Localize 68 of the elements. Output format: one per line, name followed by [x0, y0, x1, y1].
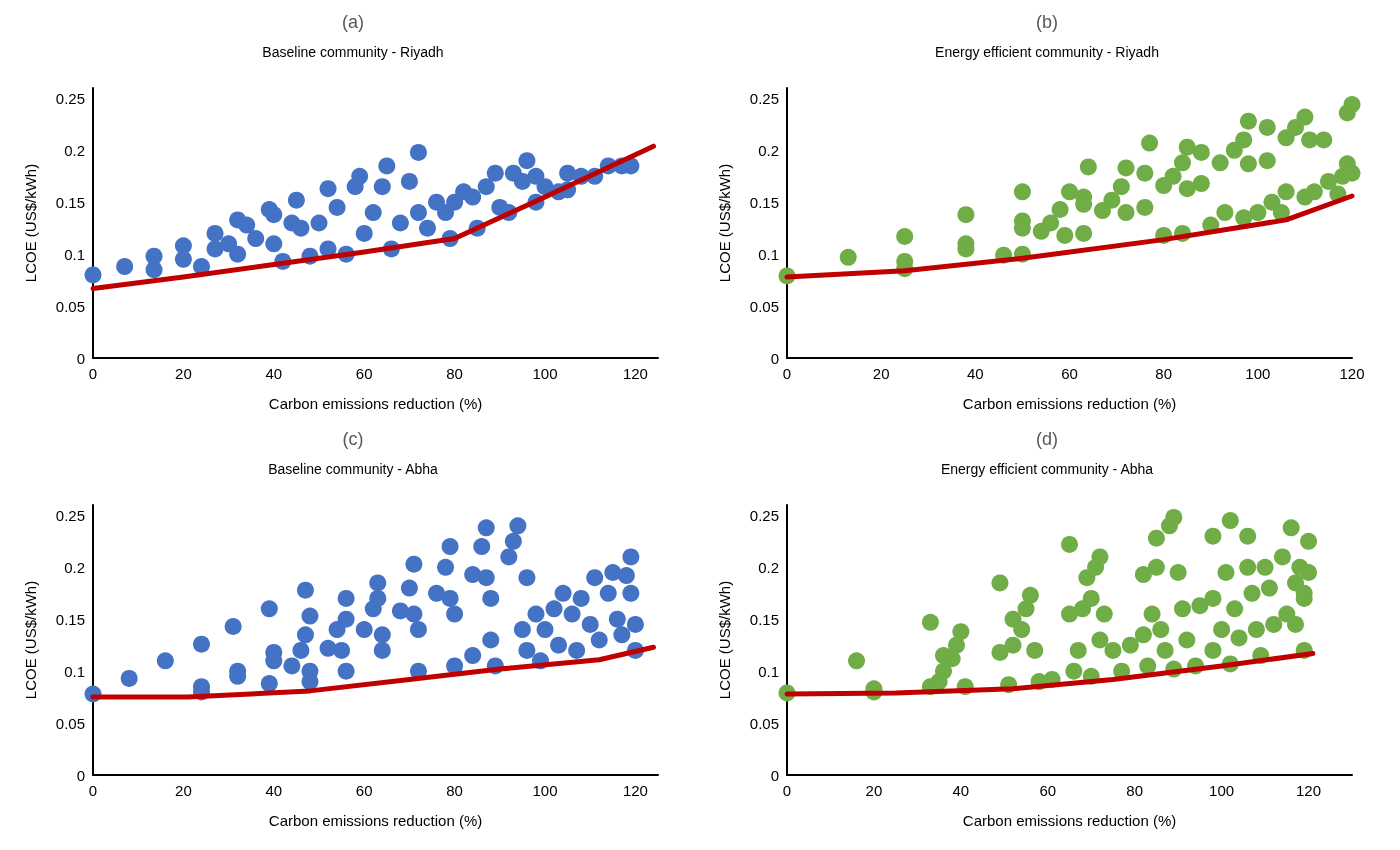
x-tick-label: 100 [532, 365, 558, 382]
y-tick-label: 0.1 [758, 245, 779, 263]
x-tick-label: 40 [952, 782, 970, 799]
y-tick-label: 0 [770, 349, 779, 367]
y-axis-title: LCOE (US$/kWh) [716, 580, 733, 700]
x-tick-label: 80 [446, 365, 463, 382]
y-tick-label: 0.05 [55, 297, 85, 315]
chart-subtitle: Energy efficient community - Riyadh [935, 44, 1159, 60]
x-tick-label: 120 [622, 365, 648, 382]
y-tick-label: 0.1 [64, 662, 85, 680]
x-tick-label: 100 [532, 782, 558, 799]
x-tick-label: 100 [1245, 365, 1271, 382]
x-tick-label: 80 [1155, 365, 1173, 382]
y-tick-label: 0.2 [758, 141, 779, 159]
x-axis-title: Carbon emissions reduction (%) [962, 395, 1177, 412]
x-tick-label: 0 [88, 782, 98, 799]
y-tick-label: 0.05 [749, 297, 779, 315]
chart-subtitle: Baseline community - Riyadh [262, 44, 444, 60]
y-tick-label: 0.05 [749, 714, 779, 732]
x-tick-label: 0 [782, 782, 792, 799]
x-tick-label: 60 [355, 782, 373, 799]
x-tick-label: 60 [1039, 782, 1057, 799]
x-axis-title: Carbon emissions reduction (%) [962, 812, 1177, 829]
chart-title: (d) [1036, 429, 1058, 449]
chart-subtitle: Baseline community - Abha [268, 461, 439, 477]
y-tick-label: 0.2 [64, 558, 85, 576]
y-tick-label: 0.25 [749, 506, 779, 524]
chart-title: (c) [342, 429, 364, 449]
x-tick-label: 20 [865, 782, 883, 799]
x-tick-label: 60 [355, 365, 373, 382]
y-tick-label: 0 [76, 766, 85, 784]
y-axis-title: LCOE (US$/kWh) [716, 163, 733, 283]
y-tick-label: 0 [76, 349, 85, 367]
y-tick-label: 0.15 [55, 610, 85, 628]
x-tick-label: 40 [265, 365, 283, 382]
x-tick-label: 80 [446, 782, 463, 799]
x-axis-title: Carbon emissions reduction (%) [268, 395, 483, 412]
y-tick-label: 0.05 [55, 714, 85, 732]
y-tick-label: 0.2 [758, 558, 779, 576]
chart-title: (b) [1036, 12, 1058, 32]
x-tick-label: 120 [622, 782, 648, 799]
x-tick-label: 20 [175, 782, 192, 799]
chart-subtitle: Energy efficient community - Abha [940, 461, 1154, 477]
x-tick-label: 100 [1209, 782, 1235, 799]
y-axis-title: LCOE (US$/kWh) [22, 163, 39, 283]
y-tick-label: 0.25 [55, 506, 85, 524]
y-tick-label: 0.15 [749, 193, 779, 211]
x-axis-title: Carbon emissions reduction (%) [268, 812, 483, 829]
chart-title: (a) [342, 12, 364, 32]
y-tick-label: 0.1 [64, 245, 85, 263]
x-tick-label: 120 [1296, 782, 1322, 799]
x-tick-label: 60 [1061, 365, 1078, 382]
y-tick-label: 0.15 [55, 193, 85, 211]
y-tick-label: 0 [770, 766, 779, 784]
x-tick-label: 0 [782, 365, 792, 382]
y-tick-label: 0.2 [64, 141, 85, 159]
x-tick-label: 120 [1339, 365, 1365, 382]
x-tick-label: 80 [1126, 782, 1144, 799]
x-tick-label: 40 [265, 782, 283, 799]
y-tick-label: 0.25 [55, 89, 85, 107]
y-tick-label: 0.1 [758, 662, 779, 680]
x-tick-label: 20 [872, 365, 890, 382]
y-tick-label: 0.15 [749, 610, 779, 628]
x-tick-label: 0 [88, 365, 98, 382]
x-tick-label: 40 [966, 365, 984, 382]
y-tick-label: 0.25 [749, 89, 779, 107]
x-tick-label: 20 [175, 365, 192, 382]
y-axis-title: LCOE (US$/kWh) [22, 580, 39, 700]
